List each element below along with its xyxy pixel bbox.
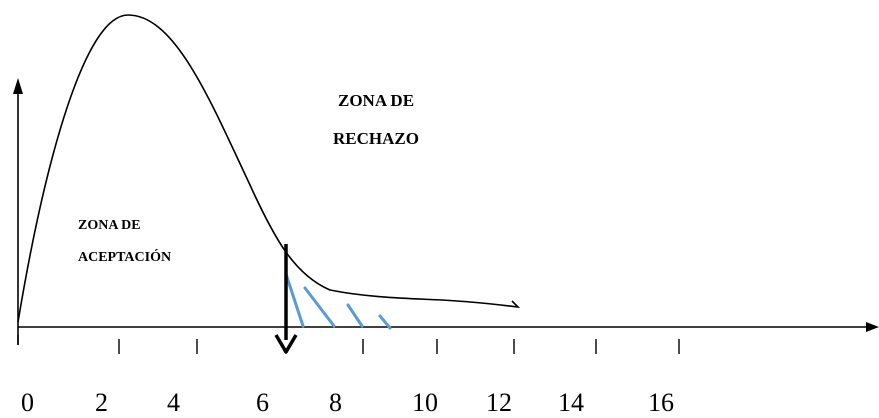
- x-axis: [18, 322, 879, 332]
- tick-label: 10: [412, 388, 438, 417]
- hatch-stroke: [284, 272, 305, 328]
- tick-label: 0: [21, 388, 34, 417]
- rejection-zone-label-line1: ZONA DE: [338, 91, 414, 110]
- tick-label: 12: [486, 388, 512, 417]
- acceptance-zone-label-line2: ACEPTACIÓN: [78, 248, 171, 265]
- rejection-zone-label-line2: RECHAZO: [333, 129, 419, 148]
- x-axis-tick-labels: 0 2 4 6 8 10 12 14 16: [21, 388, 674, 417]
- hatch-stroke: [378, 314, 392, 330]
- critical-value-arrow: [274, 244, 298, 354]
- tick-label: 14: [558, 388, 584, 417]
- x-axis-ticks: [17, 335, 680, 354]
- hatch-stroke: [346, 303, 364, 328]
- tick-label: 2: [95, 388, 108, 417]
- distribution-curve: [17, 14, 521, 323]
- hatch-stroke: [303, 286, 336, 328]
- tick-label: 8: [329, 388, 342, 417]
- tick-label: 6: [256, 388, 269, 417]
- rejection-area-hatch: [284, 272, 392, 330]
- tick-label: 4: [167, 388, 180, 417]
- y-axis: [13, 78, 23, 345]
- tick-label: 16: [648, 388, 674, 417]
- acceptance-zone-label-line1: ZONA DE: [78, 218, 141, 233]
